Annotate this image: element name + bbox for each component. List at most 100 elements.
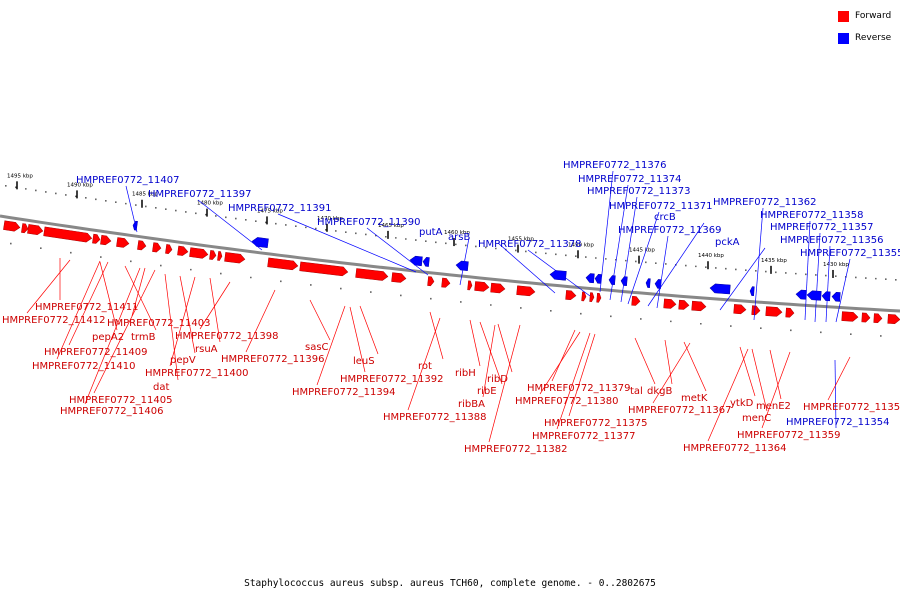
forward-gene-label: HMPREF0772_11398	[175, 331, 278, 342]
forward-leader	[359, 305, 379, 355]
reverse-leader	[497, 242, 556, 294]
forward-leader	[488, 324, 521, 443]
forward-gene-label: leuS	[353, 356, 375, 367]
forward-gene	[267, 257, 299, 271]
forward-gene	[92, 233, 101, 244]
forward-gene	[516, 285, 536, 297]
reverse-leader	[647, 222, 705, 307]
forward-leader	[556, 332, 591, 430]
reverse-gene	[645, 278, 651, 288]
forward-gene-label: HMPREF0772_11377	[532, 431, 635, 442]
reverse-gene-label: HMPREF0772_11357	[770, 222, 873, 233]
tick-label: 1490 kbp	[67, 182, 93, 188]
reverse-leader	[825, 245, 831, 323]
forward-gene	[751, 305, 761, 316]
reverse-gene-label: HMPREF0772_11358	[760, 210, 863, 221]
forward-leader	[479, 321, 503, 385]
reverse-gene-label: putA	[419, 227, 443, 238]
reverse-gene-label: HMPREF0772_11356	[780, 235, 883, 246]
forward-gene-label: ytkD	[730, 398, 754, 409]
forward-gene	[589, 292, 595, 302]
reverse-leader	[834, 359, 837, 429]
tick-label: 1455 kbp	[508, 237, 534, 243]
forward-gene-label: HMPREF0772_11359	[737, 430, 840, 441]
tick-label: 1475 kbp	[257, 208, 283, 214]
reverse-leader	[814, 232, 821, 323]
legend-label-forward: Forward	[855, 10, 892, 21]
reverse-leader	[527, 249, 591, 297]
forward-leader	[68, 261, 109, 346]
reverse-gene	[585, 273, 595, 284]
forward-gene	[391, 272, 407, 283]
reverse-leader	[753, 207, 764, 321]
forward-gene-label: menE2	[756, 401, 791, 412]
forward-gene-label: HMPREF0772_11353	[803, 402, 900, 413]
reverse-gene	[409, 255, 423, 267]
forward-leader	[407, 317, 441, 411]
forward-leader	[245, 289, 276, 353]
forward-gene-label: HMPREF0772_11403	[107, 318, 210, 329]
reverse-gene-label: HMPREF0772_11369	[618, 225, 721, 236]
forward-gene-label: rsuA	[195, 344, 218, 355]
forward-gene	[861, 312, 871, 323]
reverse-leader	[719, 247, 766, 311]
reverse-gene-label: arsB	[448, 232, 470, 243]
forward-gene-label: HMPREF0772_11406	[60, 406, 163, 417]
forward-gene	[137, 240, 147, 251]
reverse-gene	[251, 237, 269, 249]
reverse-gene-label: HMPREF0772_11371	[609, 201, 712, 212]
legend-forward: Forward	[838, 9, 898, 23]
reverse-gene	[749, 286, 755, 297]
legend-reverse: Reverse	[838, 31, 898, 45]
forward-leader	[179, 275, 196, 354]
forward-leader	[124, 265, 157, 331]
tick-label: 1445 kbp	[629, 248, 655, 254]
forward-gene	[733, 304, 747, 315]
forward-gene-label: HMPREF0772_11396	[221, 354, 324, 365]
forward-leader	[551, 329, 576, 382]
forward-gene	[3, 220, 21, 232]
forward-leader	[164, 273, 179, 381]
forward-gene-label: HMPREF0772_11364	[683, 443, 786, 454]
legend-label-reverse: Reverse	[855, 32, 892, 43]
forward-leader	[739, 346, 756, 397]
forward-leader	[309, 299, 331, 341]
forward-gene-label: ribBA	[458, 399, 485, 410]
forward-gene	[355, 268, 389, 281]
forward-leader	[827, 356, 851, 401]
forward-gene	[474, 281, 490, 292]
forward-gene	[490, 282, 506, 294]
reverse-gene-label: HMPREF0772_11362	[713, 197, 816, 208]
forward-leader	[751, 348, 768, 412]
forward-gene	[116, 237, 130, 248]
forward-gene-label: ribD	[487, 374, 508, 385]
forward-gene	[663, 298, 677, 309]
forward-gene-label: metK	[681, 393, 708, 404]
forward-gene-label: pepV	[170, 355, 196, 366]
reverse-gene-label: HMPREF0772_11378	[478, 239, 581, 250]
forward-gene	[189, 247, 209, 259]
tick-label: 1495 kbp	[7, 173, 33, 179]
forward-gene-label: sasC	[305, 342, 329, 353]
reverse-gene	[795, 289, 807, 300]
forward-gene	[691, 300, 707, 312]
forward-gene	[841, 311, 859, 322]
backbone	[0, 214, 900, 313]
forward-leader	[769, 349, 782, 400]
tick-label: 1435 kbp	[761, 258, 787, 264]
forward-gene	[217, 251, 223, 261]
reverse-leader	[656, 235, 669, 309]
forward-gene-label: rot	[418, 361, 432, 372]
reverse-leader	[627, 211, 660, 305]
reverse-gene-label: HMPREF0772_11397	[148, 189, 251, 200]
reverse-gene-label: pckA	[715, 237, 740, 248]
forward-leader	[497, 323, 513, 373]
reverse-gene	[608, 275, 616, 286]
caption: Staphylococcus aureus subsp. aureus TCH6…	[244, 578, 656, 589]
reverse-gene	[422, 257, 430, 267]
forward-swatch	[838, 10, 849, 22]
reverse-gene	[821, 291, 831, 302]
forward-gene	[765, 306, 783, 317]
forward-gene	[581, 291, 587, 302]
